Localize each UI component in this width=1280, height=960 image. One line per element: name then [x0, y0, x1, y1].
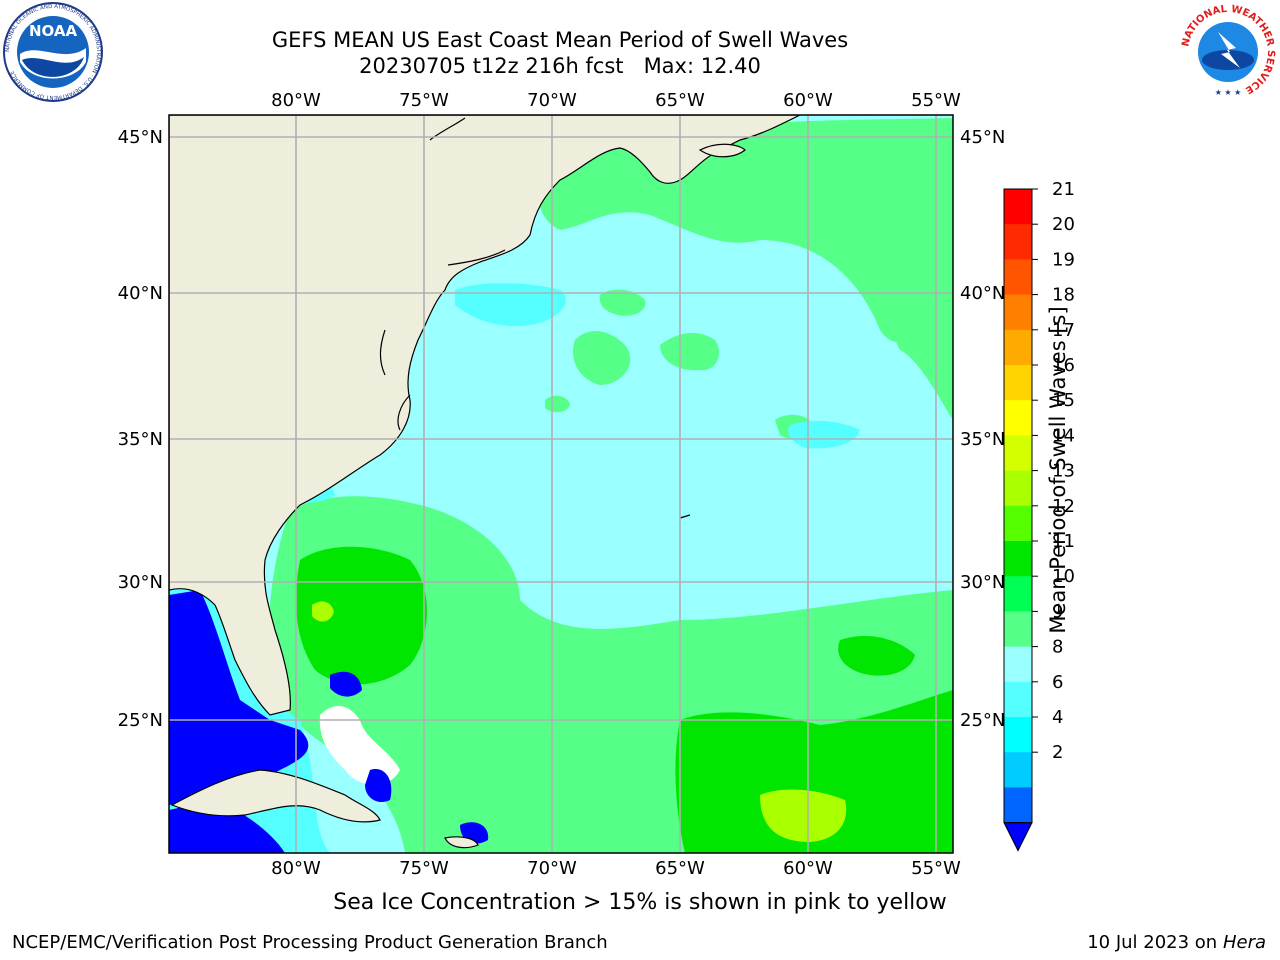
footer-host: Hera: [1222, 932, 1266, 953]
colorbar-segment: [1004, 365, 1032, 401]
noaa-wordmark: NOAA: [29, 22, 78, 40]
colorbar-ticks: 21 20 19 18 17 16 15 14 13 12 11 10 9 8 6 4 2: [1032, 179, 1075, 763]
colorbar-segment: [1004, 611, 1032, 648]
colorbar-tick-label: 20: [1052, 214, 1075, 235]
colorbar-tick-label: 21: [1052, 179, 1075, 200]
lon-label: 55°W: [911, 858, 961, 879]
lat-label: 40°N: [960, 283, 1005, 304]
colorbar-tick-label: 12: [1052, 496, 1075, 517]
colorbar-tick-label: 8: [1052, 637, 1063, 658]
colorbar-tick-label: 13: [1052, 461, 1075, 482]
lon-label: 70°W: [527, 90, 577, 111]
lat-labels-left: 45°N 40°N 35°N 30°N 25°N: [118, 127, 163, 731]
sea-ice-caption: Sea Ice Concentration > 15% is shown in …: [333, 890, 947, 915]
colorbar: [1003, 188, 1033, 852]
lon-labels-bottom: 80°W 75°W 70°W 65°W 60°W 55°W: [271, 858, 961, 879]
colorbar-tick-label: 9: [1052, 601, 1063, 622]
colorbar-tick-label: 4: [1052, 707, 1063, 728]
colorbar-segment: [1004, 717, 1032, 753]
colorbar-segment: [1004, 470, 1032, 507]
colorbar-tick-label: 2: [1052, 742, 1063, 763]
nws-logo: NATIONAL WEATHER SERVICE ★ ★ ★: [1180, 4, 1276, 100]
colorbar-segment: [1004, 259, 1032, 296]
map-subtitle: 20230705 t12z 216h fcst Max: 12.40: [359, 54, 761, 78]
land-mass: [169, 115, 801, 849]
colorbar-underflow-arrow: [1003, 822, 1033, 852]
colorbar-segment: [1004, 752, 1032, 788]
lon-label: 60°W: [783, 90, 833, 111]
lat-label: 45°N: [118, 127, 163, 148]
svg-text:★ ★ ★: ★ ★ ★: [1215, 88, 1242, 97]
colorbar-segment: [1004, 576, 1032, 612]
colorbar-segment: [1004, 224, 1032, 260]
colorbar-segment: [1004, 505, 1032, 542]
lat-label: 25°N: [960, 710, 1005, 731]
footer-date: 10 Jul 2023 on Hera: [1087, 932, 1266, 953]
swell-contours: [169, 118, 953, 853]
colorbar-tick-label: 16: [1052, 355, 1075, 376]
colorbar-tick-label: 6: [1052, 672, 1063, 693]
colorbar-tick-label: 11: [1052, 531, 1075, 552]
lon-label: 80°W: [271, 90, 321, 111]
colorbar-segment: [1004, 646, 1032, 683]
lat-label: 40°N: [118, 283, 163, 304]
colorbar-tick-label: 19: [1052, 249, 1075, 270]
colorbar-label: Mean Period of Swell Waves [s]: [1046, 306, 1070, 634]
graticule: [169, 115, 953, 853]
colorbar-tick-label: 17: [1052, 320, 1075, 341]
map-title: GEFS MEAN US East Coast Mean Period of S…: [271, 28, 849, 52]
colorbar-segment: [1004, 189, 1032, 225]
lon-label: 65°W: [655, 90, 705, 111]
lat-label: 35°N: [960, 429, 1005, 450]
colorbar-tick-label: 15: [1052, 390, 1075, 411]
lat-label: 25°N: [118, 710, 163, 731]
lon-label: 80°W: [271, 858, 321, 879]
map-border: [168, 114, 954, 854]
map-frame: [169, 115, 953, 853]
colorbar-segment: [1004, 681, 1032, 718]
lon-label: 70°W: [527, 858, 577, 879]
lat-labels-right: 45°N 40°N 35°N 30°N 25°N: [960, 127, 1005, 731]
lon-label: 65°W: [655, 858, 705, 879]
footer-credit: NCEP/EMC/Verification Post Processing Pr…: [12, 932, 608, 953]
lat-label: 30°N: [960, 572, 1005, 593]
colorbar-segment: [1004, 787, 1032, 824]
lon-label: 75°W: [399, 90, 449, 111]
colorbar-segment: [1004, 541, 1032, 577]
colorbar-tick-label: 14: [1052, 425, 1075, 446]
colorbar-tick-label: 10: [1052, 566, 1075, 587]
lat-label: 45°N: [960, 127, 1005, 148]
noaa-logo: NATIONAL OCEANIC AND ATMOSPHERIC ADMINIS…: [3, 2, 103, 102]
lon-label: 60°W: [783, 858, 833, 879]
lon-label: 55°W: [911, 90, 961, 111]
colorbar-tick-label: 18: [1052, 285, 1075, 306]
lat-label: 30°N: [118, 572, 163, 593]
colorbar-segment: [1004, 294, 1032, 331]
coastline-details: [379, 117, 691, 519]
colorbar-segment: [1004, 329, 1032, 366]
colorbar-segment: [1004, 435, 1032, 472]
lon-labels-top: 80°W 75°W 70°W 65°W 60°W 55°W: [271, 90, 961, 111]
lat-label: 35°N: [118, 429, 163, 450]
colorbar-segment: [1004, 400, 1032, 436]
lon-label: 75°W: [399, 858, 449, 879]
footer-date-text: 10 Jul 2023 on: [1087, 932, 1223, 953]
